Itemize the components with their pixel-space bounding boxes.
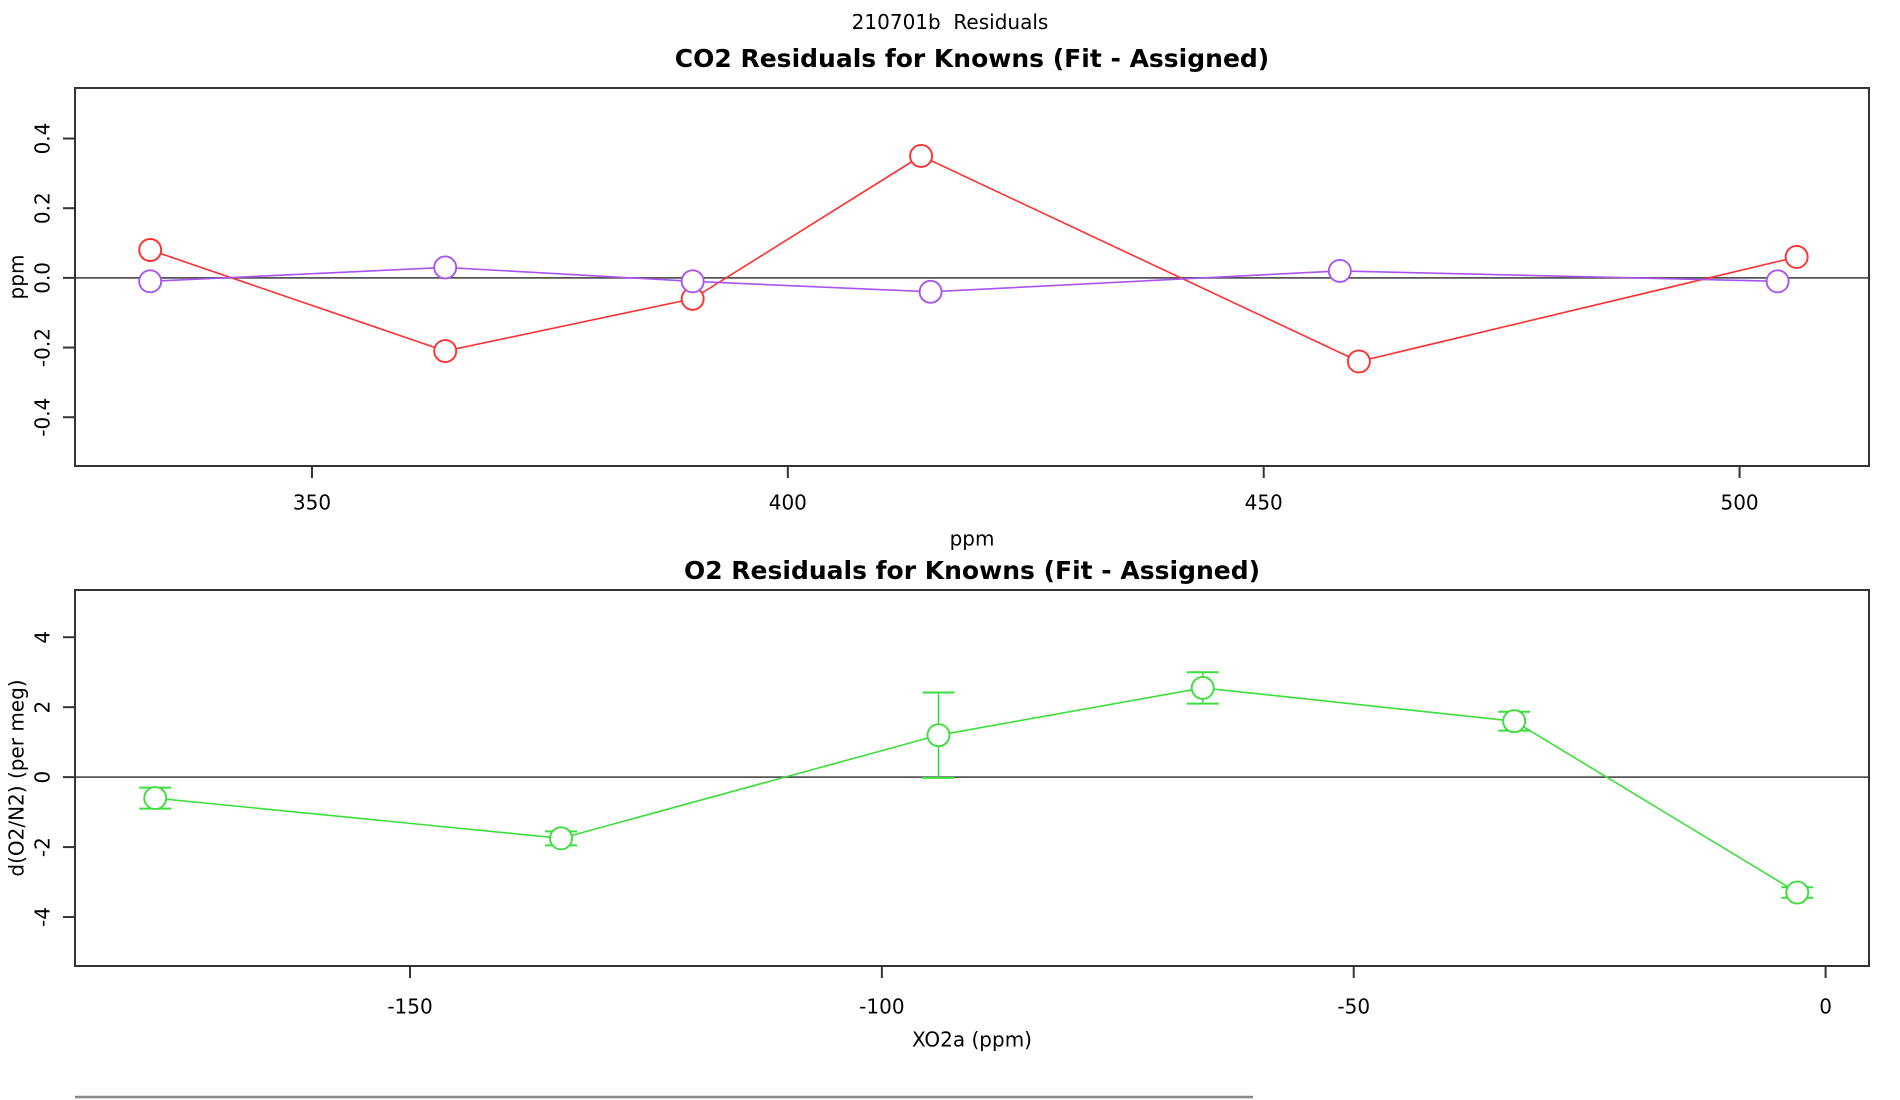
- x-tick-label: 400: [769, 491, 807, 515]
- o2-residuals-chart: -150 -100 -50 0 4 2 0 -2 -4 XO2a (ppm) d(O2/N2) (p…: [5, 556, 1870, 1052]
- y-axis-label: d(O2/N2) (per meg): [5, 679, 29, 876]
- o2-residuals-green-marker: [926, 723, 951, 748]
- o2-residuals-green-marker: [143, 786, 168, 811]
- y-tick-label: 0: [31, 771, 55, 784]
- x-tick-label: 500: [1720, 491, 1758, 515]
- plot-frame: [74, 589, 1870, 967]
- o2-residuals-green-marker: [1502, 709, 1527, 734]
- co2-residuals-purple-marker: [918, 279, 943, 304]
- y-tick-label: 4: [31, 631, 55, 644]
- co2-residuals-purple-marker: [1765, 269, 1790, 294]
- x-axis-label: ppm: [950, 527, 995, 551]
- o2-residuals-green-marker: [1785, 880, 1810, 905]
- y-tick-label: -4: [31, 907, 55, 927]
- o2-residuals-green-marker: [549, 826, 573, 851]
- o2-residuals-green-line: [155, 687, 1798, 894]
- x-tick-label: 450: [1245, 491, 1283, 515]
- co2-residuals-chart: 350 400 450 500 0.4 0.2 0.0 -0.2 -0.4 ppm ppm CO2 R…: [5, 44, 1870, 551]
- y-tick-label: -0.2: [31, 328, 55, 367]
- chart-title: O2 Residuals for Knowns (Fit - Assigned): [684, 556, 1260, 585]
- co2-residuals-purple-marker: [138, 269, 163, 294]
- y-tick-label: 2: [31, 701, 55, 714]
- co2-residuals-red-line: [149, 155, 1797, 363]
- co2-residuals-purple-marker: [1327, 258, 1352, 283]
- y-axis-label: ppm: [5, 255, 29, 300]
- y-tick-label: -0.4: [31, 398, 55, 437]
- y-tick-label: 0.2: [31, 192, 55, 224]
- y-tick-label: 0.4: [31, 123, 55, 155]
- co2-residuals-red-marker: [138, 238, 163, 262]
- x-tick-label: -150: [387, 995, 432, 1019]
- co2-residuals-red-marker: [909, 143, 934, 168]
- co2-residuals-red-marker: [1784, 245, 1809, 269]
- o2-residuals-green-marker: [1190, 675, 1215, 700]
- x-axis-label: XO2a (ppm): [912, 1028, 1032, 1052]
- x-tick-label: 350: [293, 491, 331, 515]
- x-tick-label: -50: [1337, 995, 1370, 1019]
- x-tick-label: -100: [859, 995, 904, 1019]
- y-tick-label: 0.0: [31, 262, 55, 294]
- co2-residuals-purple-line: [150, 266, 1778, 293]
- co2-residuals-red-marker: [433, 339, 458, 363]
- page-title: 210701b Residuals: [851, 10, 1049, 34]
- co2-residuals-purple-marker: [433, 255, 458, 280]
- co2-residuals-red-marker: [1346, 349, 1371, 374]
- y-tick-label: -2: [31, 837, 55, 857]
- chart-title: CO2 Residuals for Knowns (Fit - Assigned…: [675, 44, 1269, 73]
- x-tick-label: 0: [1819, 995, 1832, 1019]
- co2-residuals-purple-marker: [680, 269, 705, 294]
